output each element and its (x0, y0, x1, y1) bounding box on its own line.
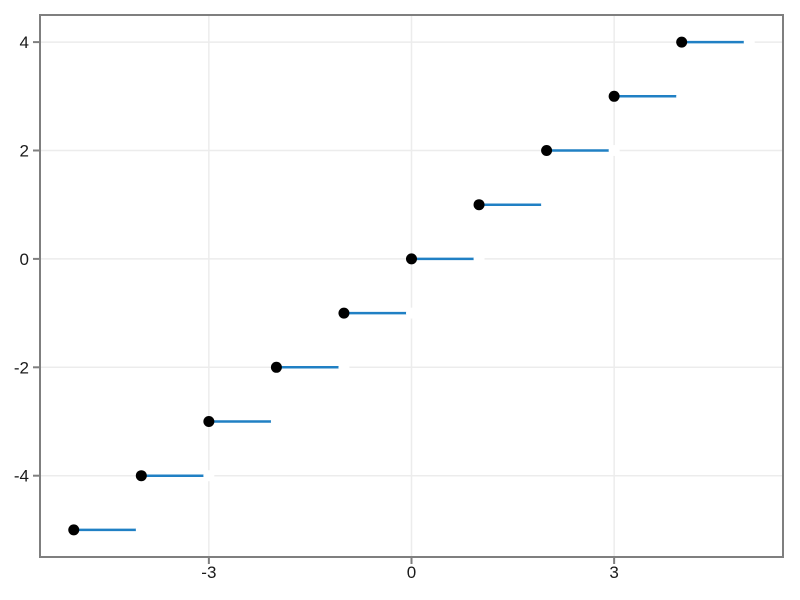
open-endpoint-marker (338, 361, 350, 373)
y-tick-label: 0 (20, 250, 29, 269)
data-point (203, 416, 215, 427)
data-point (608, 90, 620, 102)
open-endpoint-marker (203, 470, 215, 482)
y-tick-label: -2 (14, 358, 29, 377)
data-point (68, 524, 80, 536)
x-tick-label: -3 (201, 563, 216, 582)
data-point (135, 470, 147, 482)
data-point (541, 145, 553, 156)
data-point (270, 361, 282, 373)
open-endpoint-marker (270, 416, 282, 427)
open-endpoint-marker (743, 36, 755, 48)
open-endpoint-marker (676, 90, 688, 102)
y-tick-label: 4 (20, 33, 29, 52)
data-point (406, 253, 417, 265)
open-endpoint-marker (541, 199, 553, 211)
open-endpoint-marker (608, 145, 620, 156)
open-endpoint-marker (406, 307, 417, 319)
x-tick-label: 3 (609, 563, 618, 582)
open-endpoint-marker (135, 524, 147, 536)
axis-frame (39, 14, 784, 558)
data-point (338, 307, 350, 319)
data-point (676, 36, 688, 48)
data-point (473, 199, 485, 211)
x-tick-label: 0 (407, 563, 416, 582)
y-tick-label: -4 (14, 467, 29, 486)
y-tick-label: 2 (20, 141, 29, 160)
open-endpoint-marker (473, 253, 485, 265)
